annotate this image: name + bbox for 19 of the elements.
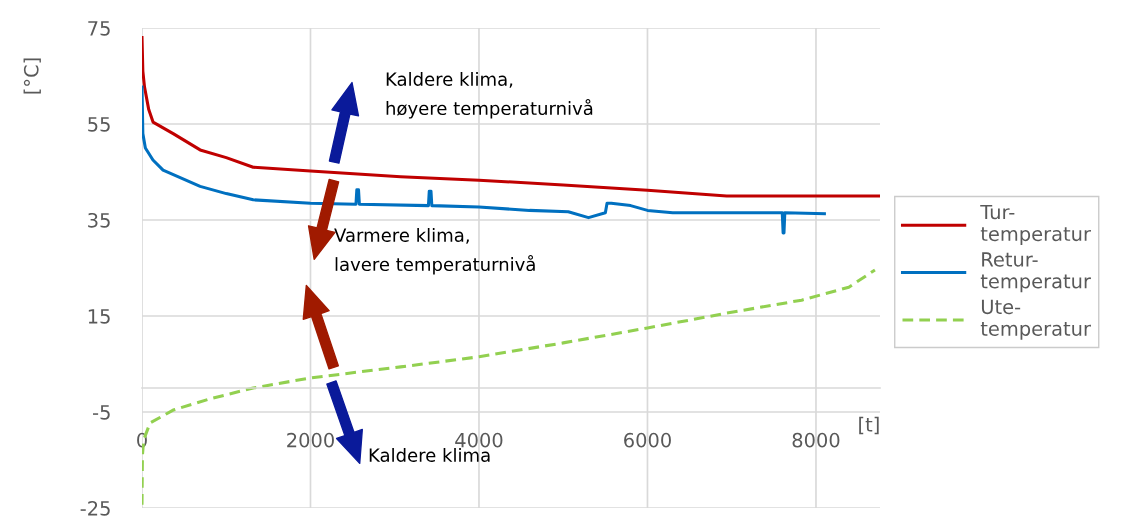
- annotation: Varmere klima, lavere temperaturnivå: [334, 228, 535, 275]
- legend-label: Tur- temperatur: [980, 204, 1091, 245]
- y-tick-label: 35: [88, 212, 110, 228]
- x-tick-label: 6000: [624, 432, 671, 448]
- line-series: [142, 36, 880, 198]
- y-axis-title: [°C]: [23, 58, 41, 94]
- legend-label: Ute- temperatur: [980, 299, 1091, 340]
- x-tick-label: 2000: [287, 432, 334, 448]
- annotation: Kaldere klima, høyere temperaturnivå: [386, 72, 593, 119]
- y-tick-label: 15: [88, 309, 110, 324]
- x-axis-title: [t]: [859, 416, 879, 435]
- y-tick-label: -25: [80, 500, 110, 516]
- x-tick-label: 8000: [792, 432, 840, 448]
- x-tick-label: 4000: [455, 432, 503, 448]
- annotation: Kaldere klima: [369, 448, 490, 462]
- y-tick-label: 75: [88, 21, 110, 36]
- y-tick-label: 55: [88, 117, 110, 132]
- y-tick-label: -5: [93, 405, 110, 420]
- legend-label: Retur- temperatur: [980, 252, 1091, 293]
